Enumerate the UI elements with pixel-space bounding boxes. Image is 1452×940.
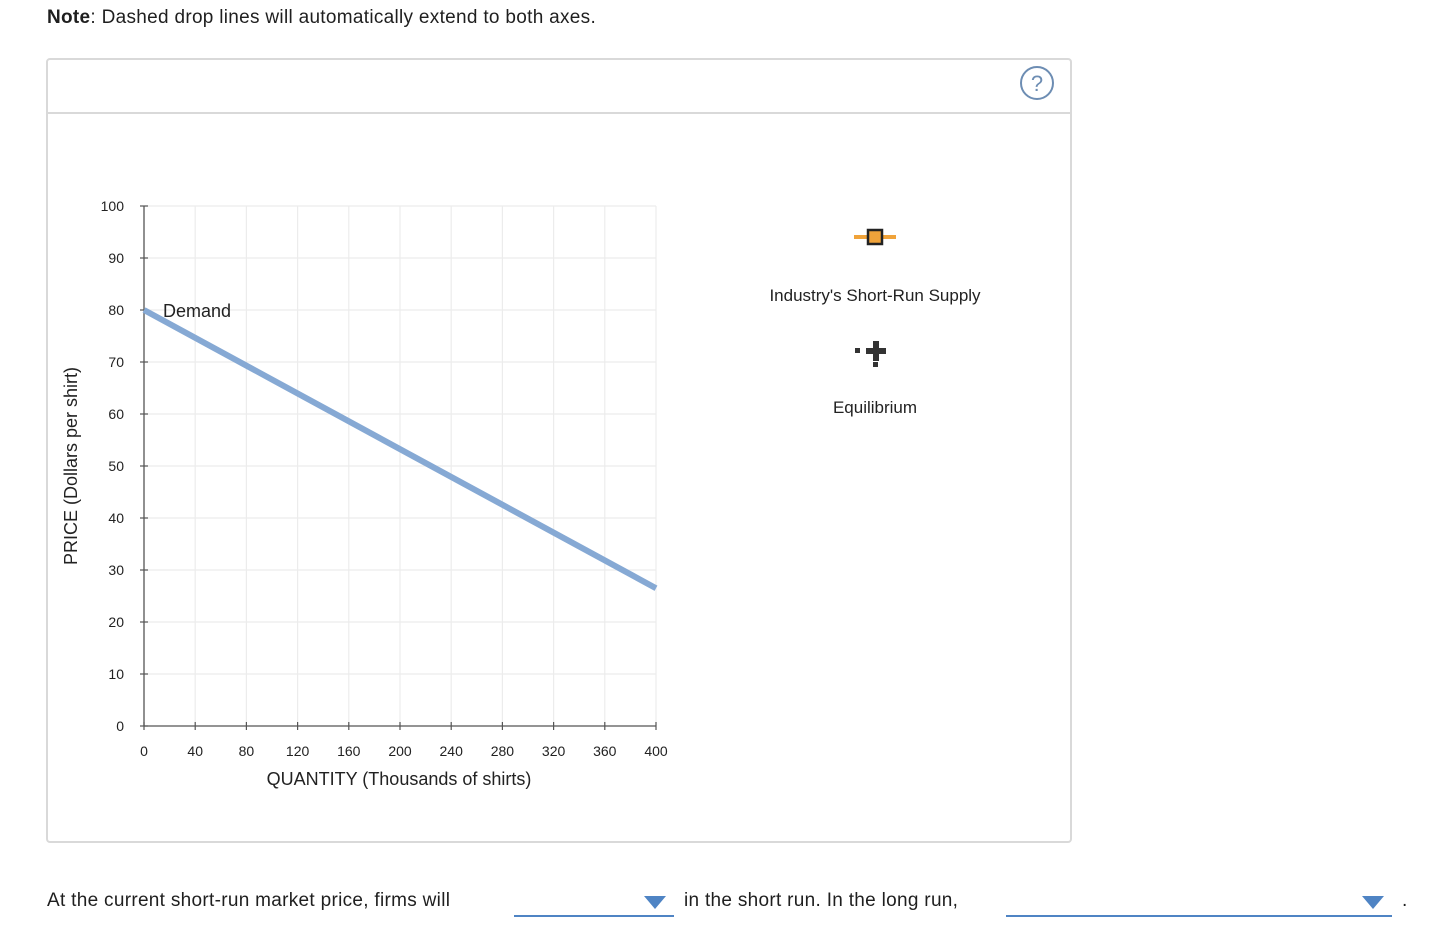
equilibrium-dropline-v [873,362,878,367]
y-tick-label: 80 [108,302,124,318]
curves: Demand [142,301,658,591]
supply-tool-marker [866,228,884,246]
grid [144,205,657,726]
y-tick-label: 60 [108,406,124,422]
x-tick-label: 200 [388,743,412,759]
x-tick-label: 80 [239,743,255,759]
chevron-down-icon [644,896,666,909]
x-tick-label: 320 [542,743,566,759]
supply-tool-label: Industry's Short-Run Supply [769,286,981,305]
y-tick-label: 20 [108,614,124,630]
note-body: : Dashed drop lines will automatically e… [90,7,597,28]
chevron-down-icon [1362,896,1384,909]
note-text: Note: Dashed drop lines will automatical… [47,7,596,29]
x-tick-label: 0 [140,743,148,759]
note-bold: Note [47,7,91,28]
y-tick-label: 10 [108,666,124,682]
x-tick-label: 160 [337,743,361,759]
x-tick-label: 280 [491,743,515,759]
graph-panel: ? [46,58,1072,843]
demand-curve-label: Demand [163,301,231,321]
x-tick-label: 40 [187,743,203,759]
question-part2: in the short run. In the long run, [684,890,959,911]
dropdown-short-run[interactable] [514,891,674,917]
x-axis-title: QUANTITY (Thousands of shirts) [267,769,532,789]
y-tick-label: 0 [116,718,124,734]
x-tick-label: 240 [440,743,464,759]
question-part1: At the current short-run market price, f… [47,890,451,911]
supply-tool[interactable]: Industry's Short-Run Supply [769,228,981,305]
graph-area: 0 40 80 120 160 200 240 280 320 360 400 0 10 20 30 40 50… [61,198,981,789]
y-tick-label: 30 [108,562,124,578]
y-tick-label: 100 [101,198,125,214]
panel-header: ? [48,60,1070,114]
equilibrium-tool[interactable]: Equilibrium [833,341,917,417]
y-tick-label: 70 [108,354,124,370]
y-tick-label: 50 [108,458,124,474]
question-part3: . [1402,890,1408,911]
y-axis-title: PRICE (Dollars per shirt) [61,367,81,565]
y-tick-label: 40 [108,510,124,526]
x-tick-label: 120 [286,743,310,759]
help-icon: ? [1030,71,1044,96]
help-button[interactable]: ? [1020,66,1054,100]
equilibrium-dropline-h [855,348,860,353]
equilibrium-tool-label: Equilibrium [833,398,917,417]
equilibrium-plus-v [873,341,879,361]
x-tick-label: 360 [593,743,617,759]
y-tick-label: 90 [108,250,124,266]
x-tick-label: 400 [644,743,668,759]
ticks: 0 40 80 120 160 200 240 280 320 360 400 0 10 20 30 40 50… [101,198,668,759]
dropdown-long-run[interactable] [1006,891,1392,917]
demand-curve[interactable] [142,307,658,591]
